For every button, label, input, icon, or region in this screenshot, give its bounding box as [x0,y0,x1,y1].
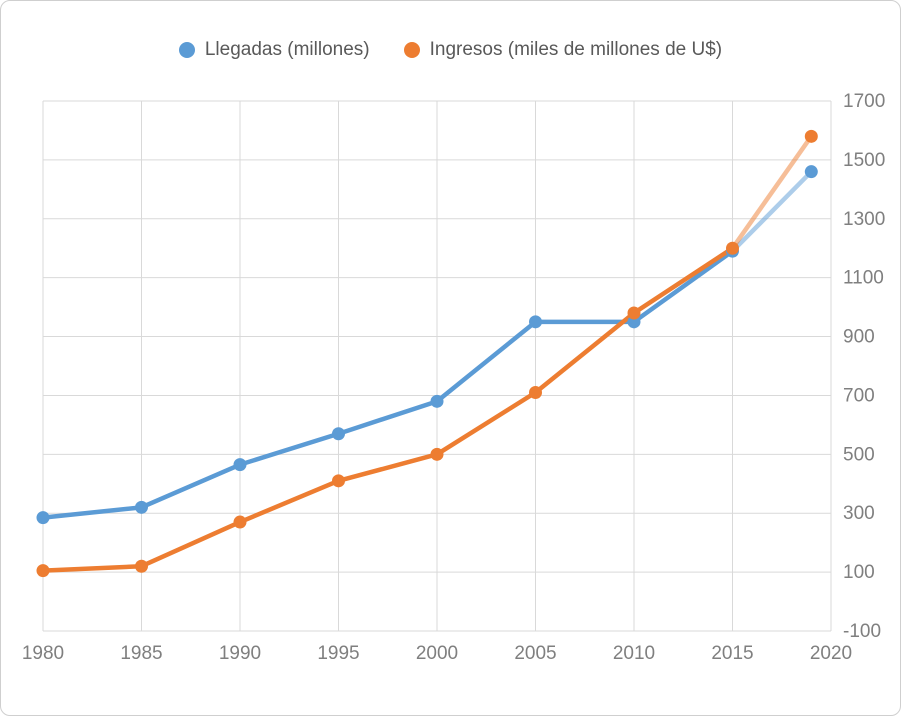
data-point-marker [627,306,641,320]
data-point-marker [233,458,247,472]
series-line [40,245,735,573]
data-point-marker [529,386,542,399]
x-axis-tick-label: 2010 [613,643,655,664]
data-point-marker [135,500,148,514]
y-axis-tick-label: 1500 [843,150,885,171]
x-axis-tick-label: 1985 [120,643,162,664]
y-axis-tick-label: 1700 [843,91,885,112]
data-point-marker [332,474,345,488]
x-axis-tick-label: 1990 [219,643,261,664]
blue-dot-icon [178,42,195,58]
y-axis-tick-label: 900 [843,327,875,348]
data-point-marker [36,564,50,578]
data-point-marker [430,394,444,408]
x-axis-tick-label: 2020 [810,643,852,664]
y-axis-tick-label: 700 [843,385,875,406]
data-point-marker [529,315,542,329]
data-point-marker [135,559,148,573]
y-axis-tick-label: 300 [843,503,875,524]
y-axis-tick-label: -100 [843,621,881,642]
series-line [40,248,735,520]
x-axis-tick-label: 2000 [416,643,458,664]
legend-item-ingresos: Ingresos (miles de millones de U$) [403,39,723,61]
data-point-marker [430,447,444,461]
orange-dot-icon [403,42,420,58]
data-point-marker [804,129,818,143]
data-point-marker [233,515,247,529]
x-axis-tick-label: 2005 [514,643,556,664]
series-line-light [730,169,814,254]
data-point-marker [726,241,739,255]
legend-item-llegadas: Llegadas (millones) [178,39,370,61]
series-line-light [730,134,814,251]
y-axis-tick-label: 500 [843,444,875,465]
x-axis-tick-label: 1995 [317,643,359,664]
chart-legend: Llegadas (millones) Ingresos (miles de m… [1,39,900,61]
y-axis-tick-label: 1300 [843,209,885,230]
legend-label-llegadas: Llegadas (millones) [204,39,370,60]
data-point-marker [332,427,345,441]
y-axis-tick-label: 1100 [843,268,884,289]
legend-label-ingresos: Ingresos (miles de millones de U$) [429,39,723,60]
y-axis-tick-label: 100 [843,562,875,583]
data-point-marker [36,511,50,525]
data-point-marker [804,165,818,179]
x-axis-tick-label: 2015 [711,643,753,664]
x-axis-tick-label: 1980 [22,643,64,664]
